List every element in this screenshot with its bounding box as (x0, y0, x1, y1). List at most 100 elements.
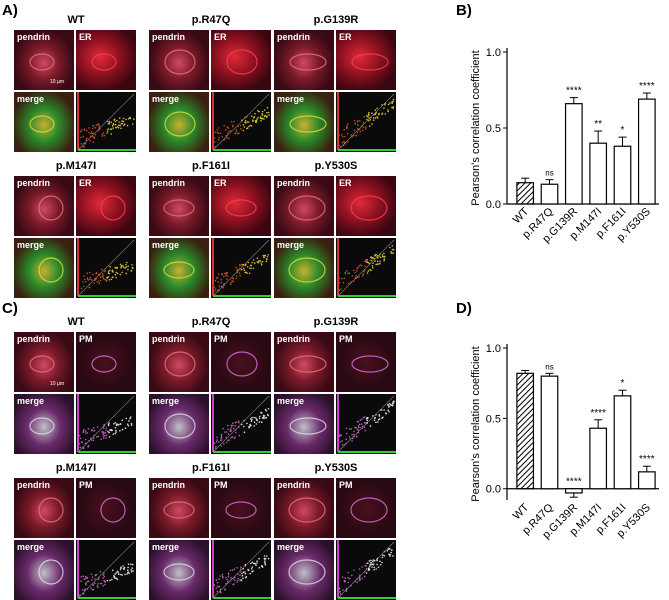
scale-bar-label: 10 µm (50, 79, 64, 85)
image-merge: merge (14, 238, 74, 298)
channel-label: pendrin (277, 480, 310, 490)
channel-label: merge (17, 396, 45, 406)
panel-label-a: A) (2, 2, 18, 19)
significance-label: **** (566, 86, 582, 97)
cell-shape (163, 501, 195, 519)
cell-shape (29, 53, 55, 71)
image-merge: merge (274, 394, 334, 454)
micrograph-grid: pendrin PM merge (14, 332, 136, 454)
image-marker: PM (76, 478, 136, 538)
micrograph-grid: pendrin ER merge (274, 30, 396, 152)
panel-label-c: C) (2, 300, 18, 317)
image-marker: ER (76, 30, 136, 90)
cell-shape (38, 257, 64, 283)
image-marker: PM (211, 478, 271, 538)
chart-b: 0.0 0.5 1.0 Pearson's correlation coefficie… (470, 47, 659, 245)
cell-shape (289, 417, 327, 435)
image-marker: PM (336, 478, 396, 538)
significance-label: **** (639, 81, 655, 92)
micrograph-grid: pendrin ER merge (274, 176, 396, 298)
image-marker: ER (76, 176, 136, 236)
image-marker: ER (211, 176, 271, 236)
cell-shape (226, 351, 258, 377)
image-merge: merge (149, 238, 209, 298)
cell-shape (29, 355, 55, 373)
channel-label: pendrin (277, 178, 310, 188)
micrograph-grid: pendrin PM merge (274, 332, 396, 454)
image-pendrin: pendrin (149, 332, 209, 392)
image-pendrin: pendrin (149, 176, 209, 236)
group-title: p.G139R (313, 14, 359, 26)
image-merge: merge (14, 394, 74, 454)
group-title: p.R47Q (191, 14, 231, 26)
image-pendrin: pendrin (149, 478, 209, 538)
image-merge: merge (149, 92, 209, 152)
channel-label: pendrin (152, 480, 185, 490)
y-tick-label: 0.0 (486, 199, 501, 211)
group-title: WT (67, 316, 85, 328)
bar (516, 182, 535, 205)
image-pendrin: pendrin (274, 478, 334, 538)
cell-shape (288, 195, 326, 221)
channel-label: pendrin (277, 32, 310, 42)
significance-label: ns (545, 362, 553, 371)
bar (540, 375, 559, 490)
cell-shape (163, 261, 195, 279)
image-marker: ER (336, 30, 396, 90)
channel-label: pendrin (152, 334, 185, 344)
cell-shape (91, 355, 117, 373)
channel-label: pendrin (17, 178, 50, 188)
channel-label: pendrin (17, 334, 50, 344)
significance-label: * (621, 125, 625, 136)
image-merge: merge (149, 394, 209, 454)
micrograph-grid: pendrin ER merge (14, 30, 136, 152)
image-pendrin: pendrin (274, 176, 334, 236)
bar (516, 372, 535, 490)
channel-label: ER (79, 32, 92, 42)
bar (540, 183, 559, 205)
micrograph-grid: pendrin PM merge (149, 332, 271, 454)
image-merge: merge (149, 540, 209, 600)
cell-shape (289, 53, 327, 71)
cell-shape (225, 199, 257, 217)
group-title: p.M147I (55, 462, 97, 474)
image-marker: ER (211, 30, 271, 90)
chart-d: 0.0 0.5 1.0 Pearson's correlation coefficie… (470, 343, 659, 541)
group-title: p.R47Q (191, 316, 231, 328)
scale-bar-label: 10 µm (50, 381, 64, 387)
y-tick-label: 1.0 (486, 343, 501, 355)
channel-label: merge (277, 94, 305, 104)
image-marker: PM (211, 332, 271, 392)
panel-label-b: B) (456, 2, 472, 19)
bar (564, 488, 583, 494)
image-pendrin: pendrin (14, 478, 74, 538)
group-title: p.Y530S (314, 462, 358, 474)
channel-label: ER (339, 178, 352, 188)
colocalization-scatter (76, 238, 136, 298)
micrograph-grid: pendrin PM merge (14, 478, 136, 600)
channel-label: pendrin (152, 178, 185, 188)
cell-shape (351, 53, 389, 71)
channel-label: pendrin (17, 32, 50, 42)
cell-shape (289, 115, 327, 133)
channel-label: PM (214, 334, 228, 344)
colocalization-scatter (336, 92, 396, 152)
micrograph-grid: pendrin PM merge (149, 478, 271, 600)
significance-label: ** (594, 119, 602, 130)
channel-label: pendrin (152, 32, 185, 42)
cell-shape (29, 417, 55, 435)
channel-label: ER (79, 178, 92, 188)
y-axis-label: Pearson's correlation coefficient (470, 346, 482, 501)
group-title: p.F161I (192, 462, 230, 474)
cell-shape (288, 257, 326, 283)
channel-label: merge (17, 94, 45, 104)
cell-shape (350, 497, 388, 523)
y-tick-label: 0.0 (486, 484, 501, 496)
bar (637, 471, 656, 490)
channel-label: PM (214, 480, 228, 490)
cell-shape (29, 115, 55, 133)
image-pendrin: pendrin (14, 176, 74, 236)
group-title: WT (67, 14, 85, 26)
channel-label: merge (152, 396, 180, 406)
bar (613, 145, 632, 205)
